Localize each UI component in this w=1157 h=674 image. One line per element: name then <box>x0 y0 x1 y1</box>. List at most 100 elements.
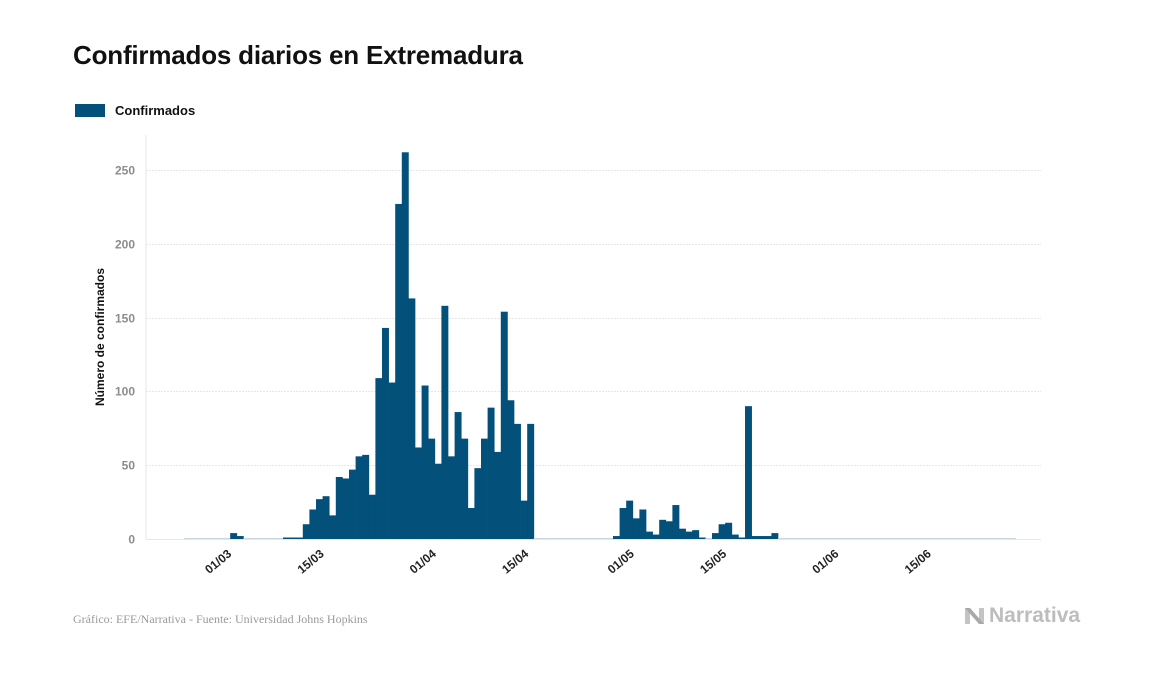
bar <box>619 508 627 539</box>
legend: Confirmados <box>75 103 195 118</box>
bar <box>329 515 337 539</box>
y-tick-label: 200 <box>115 238 135 252</box>
bar <box>190 538 198 539</box>
bar <box>474 468 482 539</box>
axes: 0 50 100 150 200 250 01/03 15/03 01/04 15/04 01/05… <box>115 135 934 577</box>
bar <box>461 438 469 539</box>
bar <box>236 536 244 539</box>
bar <box>857 538 865 539</box>
bar <box>989 538 997 539</box>
bar <box>540 538 548 539</box>
bar <box>844 538 851 539</box>
bar <box>731 534 739 539</box>
bar <box>639 509 647 539</box>
footer-credit: Gráfico: EFE/Narrativa - Fuente: Univers… <box>73 612 368 626</box>
bar <box>263 538 271 539</box>
bar <box>494 451 502 539</box>
bar <box>923 538 931 539</box>
bar <box>434 463 442 539</box>
bar <box>355 456 363 539</box>
x-tick-label: 15/03 <box>295 546 327 576</box>
chart-title: Confirmados diarios en Extremadura <box>73 40 523 70</box>
bar <box>197 538 205 539</box>
bar <box>441 305 449 539</box>
bar <box>778 538 785 539</box>
x-tick-label: 15/05 <box>697 546 729 576</box>
x-tick-label: 15/06 <box>902 546 934 576</box>
bar <box>797 538 805 539</box>
bar <box>553 538 561 539</box>
bar <box>349 469 356 539</box>
bar <box>368 494 376 539</box>
x-tick-label: 15/04 <box>499 546 531 576</box>
x-tick-label: 01/06 <box>809 546 841 576</box>
bar <box>929 538 937 539</box>
bar <box>276 538 284 539</box>
bar <box>613 536 620 539</box>
bar <box>421 385 429 539</box>
bar <box>910 538 917 539</box>
y-tick-label: 250 <box>115 164 135 178</box>
bar <box>863 538 871 539</box>
bar <box>692 530 700 539</box>
bar <box>487 407 495 539</box>
bar <box>698 537 706 539</box>
bar <box>764 536 772 539</box>
bar <box>956 538 964 539</box>
bar <box>804 538 812 539</box>
bar <box>184 538 191 539</box>
bar <box>520 500 528 539</box>
bar <box>758 536 766 539</box>
bars <box>184 152 1016 540</box>
bar <box>745 406 752 539</box>
bar <box>962 538 970 539</box>
bar <box>586 538 594 539</box>
bar <box>375 378 383 539</box>
bar <box>830 538 838 539</box>
bar <box>454 412 462 539</box>
bar <box>817 538 825 539</box>
bar <box>949 538 957 539</box>
bar <box>705 538 713 539</box>
bar <box>626 500 634 539</box>
bar <box>916 538 924 539</box>
bar <box>606 538 614 539</box>
bar <box>712 533 719 539</box>
bar <box>599 538 607 539</box>
bar <box>824 538 832 539</box>
y-tick-label: 0 <box>128 533 135 547</box>
bar <box>467 508 475 539</box>
bar <box>738 537 746 539</box>
bar <box>316 499 323 539</box>
bar <box>566 538 574 539</box>
bar <box>870 538 878 539</box>
bar <box>296 537 304 539</box>
bar <box>408 298 416 539</box>
bar <box>527 423 535 539</box>
bar <box>580 538 587 539</box>
bar <box>718 524 726 539</box>
bar <box>632 518 640 539</box>
bar <box>203 538 211 539</box>
y-axis-label: Número de confirmados <box>93 268 107 406</box>
bar <box>514 423 521 539</box>
bar <box>342 478 350 539</box>
bar <box>811 538 818 539</box>
bar <box>659 519 667 539</box>
legend-label: Confirmados <box>115 103 196 118</box>
bar <box>877 538 884 539</box>
bar <box>210 538 218 539</box>
bar <box>725 522 733 539</box>
narrativa-logo-icon <box>965 608 984 624</box>
bar <box>289 537 297 539</box>
bar <box>560 538 568 539</box>
bar <box>936 538 944 539</box>
bar <box>573 538 581 539</box>
bar <box>217 538 224 539</box>
bar <box>837 538 845 539</box>
bar <box>507 400 515 539</box>
bar <box>646 531 653 539</box>
bar <box>969 538 977 539</box>
bar <box>250 538 257 539</box>
